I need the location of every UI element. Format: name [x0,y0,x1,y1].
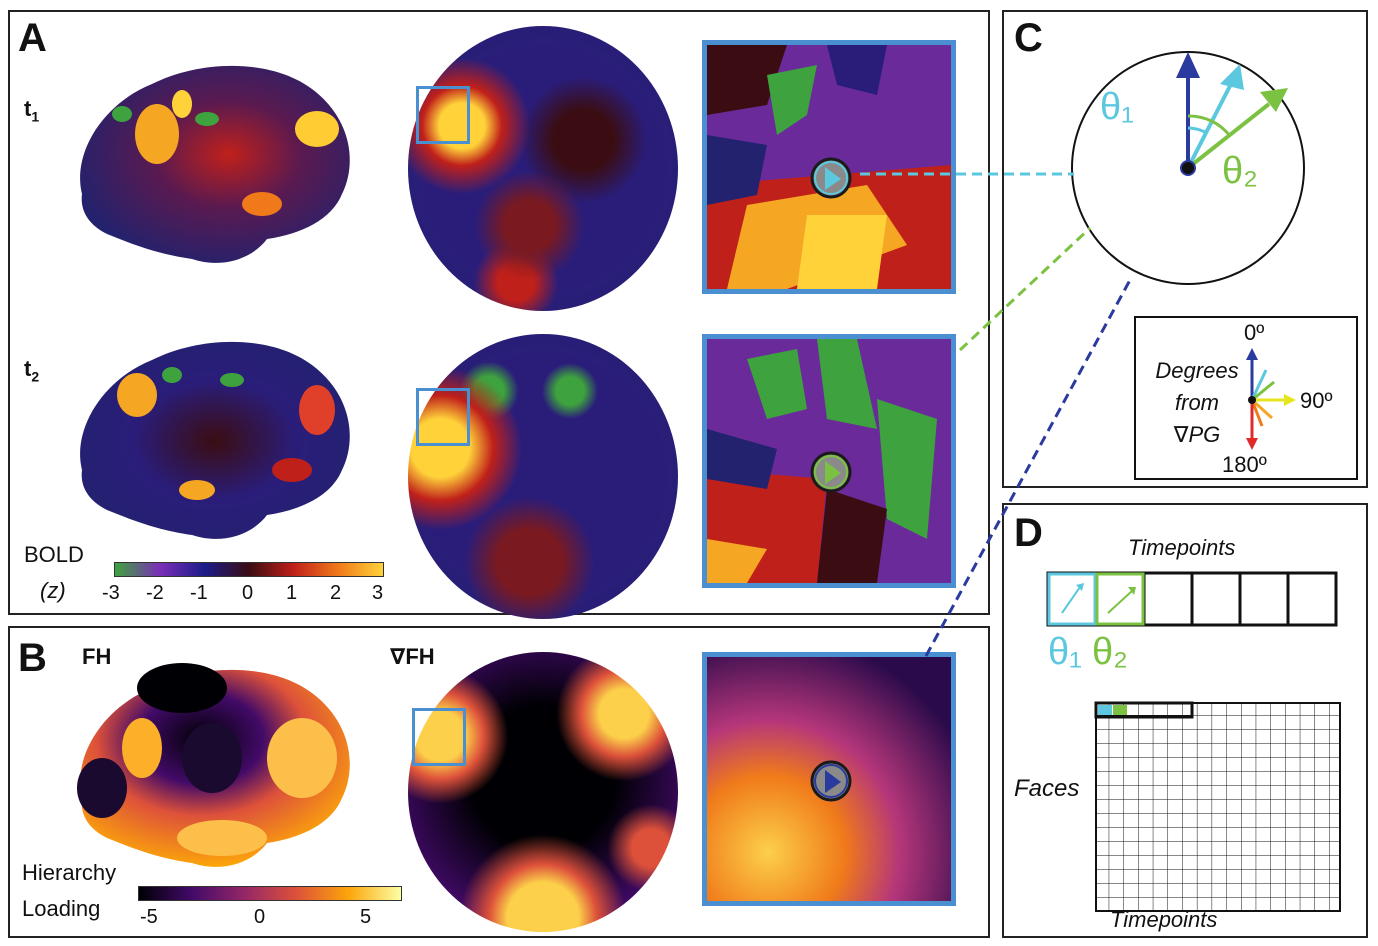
legend-arrows-icon [1246,348,1296,450]
bold-tick: -2 [146,582,164,604]
panel-d-label: D [1014,511,1043,555]
sphere-t2 [408,334,678,619]
brain-surface-t2 [80,341,350,539]
d-theta1-label: θ₁ [1048,631,1082,673]
panel-b-label: B [18,636,47,680]
zoom-t2 [702,334,956,588]
hierarchy-colorbar-title: Hierarchy [22,860,117,885]
sphere-fh-zoom-box [412,708,466,766]
legend-degrees: Degrees [1155,358,1239,383]
panel-c: C θ₁ θ₂ Degrees from ∇PG 0º 90º 180º [1002,10,1368,488]
t2-label: t2 [24,356,40,385]
panel-b: B FH ∇FH [8,626,990,938]
grad-fh-label: ∇FH [390,644,435,669]
timepoint-row [1046,571,1338,627]
brain-surface-t1 [80,65,350,263]
legend-90deg: 90º [1300,388,1333,413]
hierarchy-tick: 0 [254,906,266,928]
panel-a-label: A [18,16,47,60]
fh-label: FH [82,644,112,669]
zoom-fh [702,652,956,906]
angle-circle-diagram [1071,51,1305,285]
timepoints-top-label: Timepoints [1128,535,1236,560]
bold-colorbar-unit: (z) [40,578,66,603]
degrees-legend: Degrees from ∇PG 0º 90º 180º [1134,316,1358,480]
hierarchy-colorbar-title-line2: Loading [22,896,101,921]
bold-tick: 1 [286,582,298,604]
panel-c-label: C [1014,16,1043,60]
theta2-label: θ₂ [1222,150,1258,192]
bold-colorbar [114,562,384,577]
sphere-t1 [408,26,678,311]
faces-by-timepoints-grid [1094,701,1341,912]
legend-180deg: 180º [1222,452,1267,477]
d-theta2-label: θ₂ [1092,631,1128,673]
faces-label: Faces [1014,775,1080,802]
bold-tick: 3 [372,582,384,604]
sphere-fh-gradient [408,652,678,932]
theta1-label: θ₁ [1100,86,1134,128]
bold-tick: -1 [190,582,208,604]
t1-label: t1 [24,96,40,125]
timepoints-bottom-label: Timepoints [1110,907,1218,932]
panel-a: A t1 t2 [8,10,990,619]
hierarchy-colorbar [138,886,402,901]
legend-0deg: 0º [1244,320,1265,345]
sphere-t2-zoom-box [416,388,470,446]
zoom-t1 [702,40,956,294]
bold-tick: 2 [330,582,342,604]
bold-tick: -3 [102,582,120,604]
hierarchy-tick: -5 [140,906,158,928]
hierarchy-tick: 5 [360,906,372,928]
legend-grad-pg: ∇PG [1173,422,1221,447]
bold-tick: 0 [242,582,254,604]
panel-d: D Timepoints θ₁ θ₂ Faces Timepoints [1002,503,1368,938]
brain-surface-fh [77,663,350,867]
legend-from: from [1175,390,1219,415]
bold-colorbar-title: BOLD [24,542,84,567]
sphere-t1-zoom-box [416,86,470,144]
